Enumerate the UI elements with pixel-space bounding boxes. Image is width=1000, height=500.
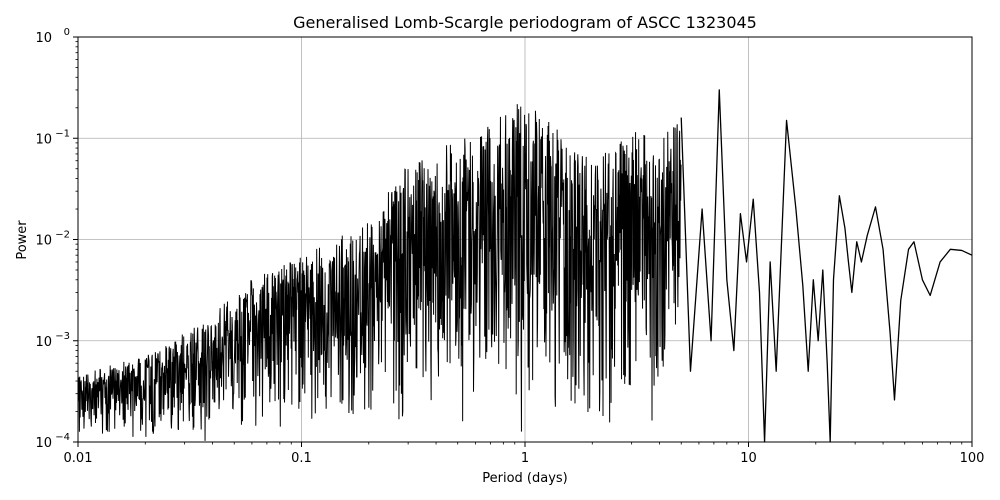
x-tick-label: 0.1 — [291, 451, 312, 466]
y-tick-label: 10 — [35, 335, 52, 350]
y-tick-exponent: −1 — [55, 128, 70, 139]
y-axis-title: Power — [15, 220, 30, 260]
y-tick-label: 10 — [35, 436, 52, 451]
y-tick-exponent: 0 — [64, 27, 70, 38]
series-periodogram-line — [77, 89, 973, 443]
series-line-dense — [77, 104, 682, 441]
x-tick-label: 10 — [740, 451, 757, 466]
y-tick-exponent: −4 — [55, 432, 70, 443]
y-tick-exponent: −3 — [55, 331, 70, 342]
y-tick-label: 10 — [35, 132, 52, 147]
y-tick-exponent: −2 — [55, 230, 70, 241]
x-tick-label: 0.01 — [64, 451, 93, 466]
x-axis-ticks: 0.01 0.1 1 10 100 — [64, 442, 985, 466]
x-tick-label: 100 — [960, 451, 985, 466]
x-axis-title: Period (days) — [482, 471, 568, 486]
y-tick-label: 10 — [35, 31, 52, 46]
series-line-smooth — [680, 89, 973, 443]
y-tick-label: 10 — [35, 234, 52, 249]
x-tick-label: 1 — [521, 451, 529, 466]
chart-title: Generalised Lomb-Scargle periodogram of … — [293, 13, 757, 32]
